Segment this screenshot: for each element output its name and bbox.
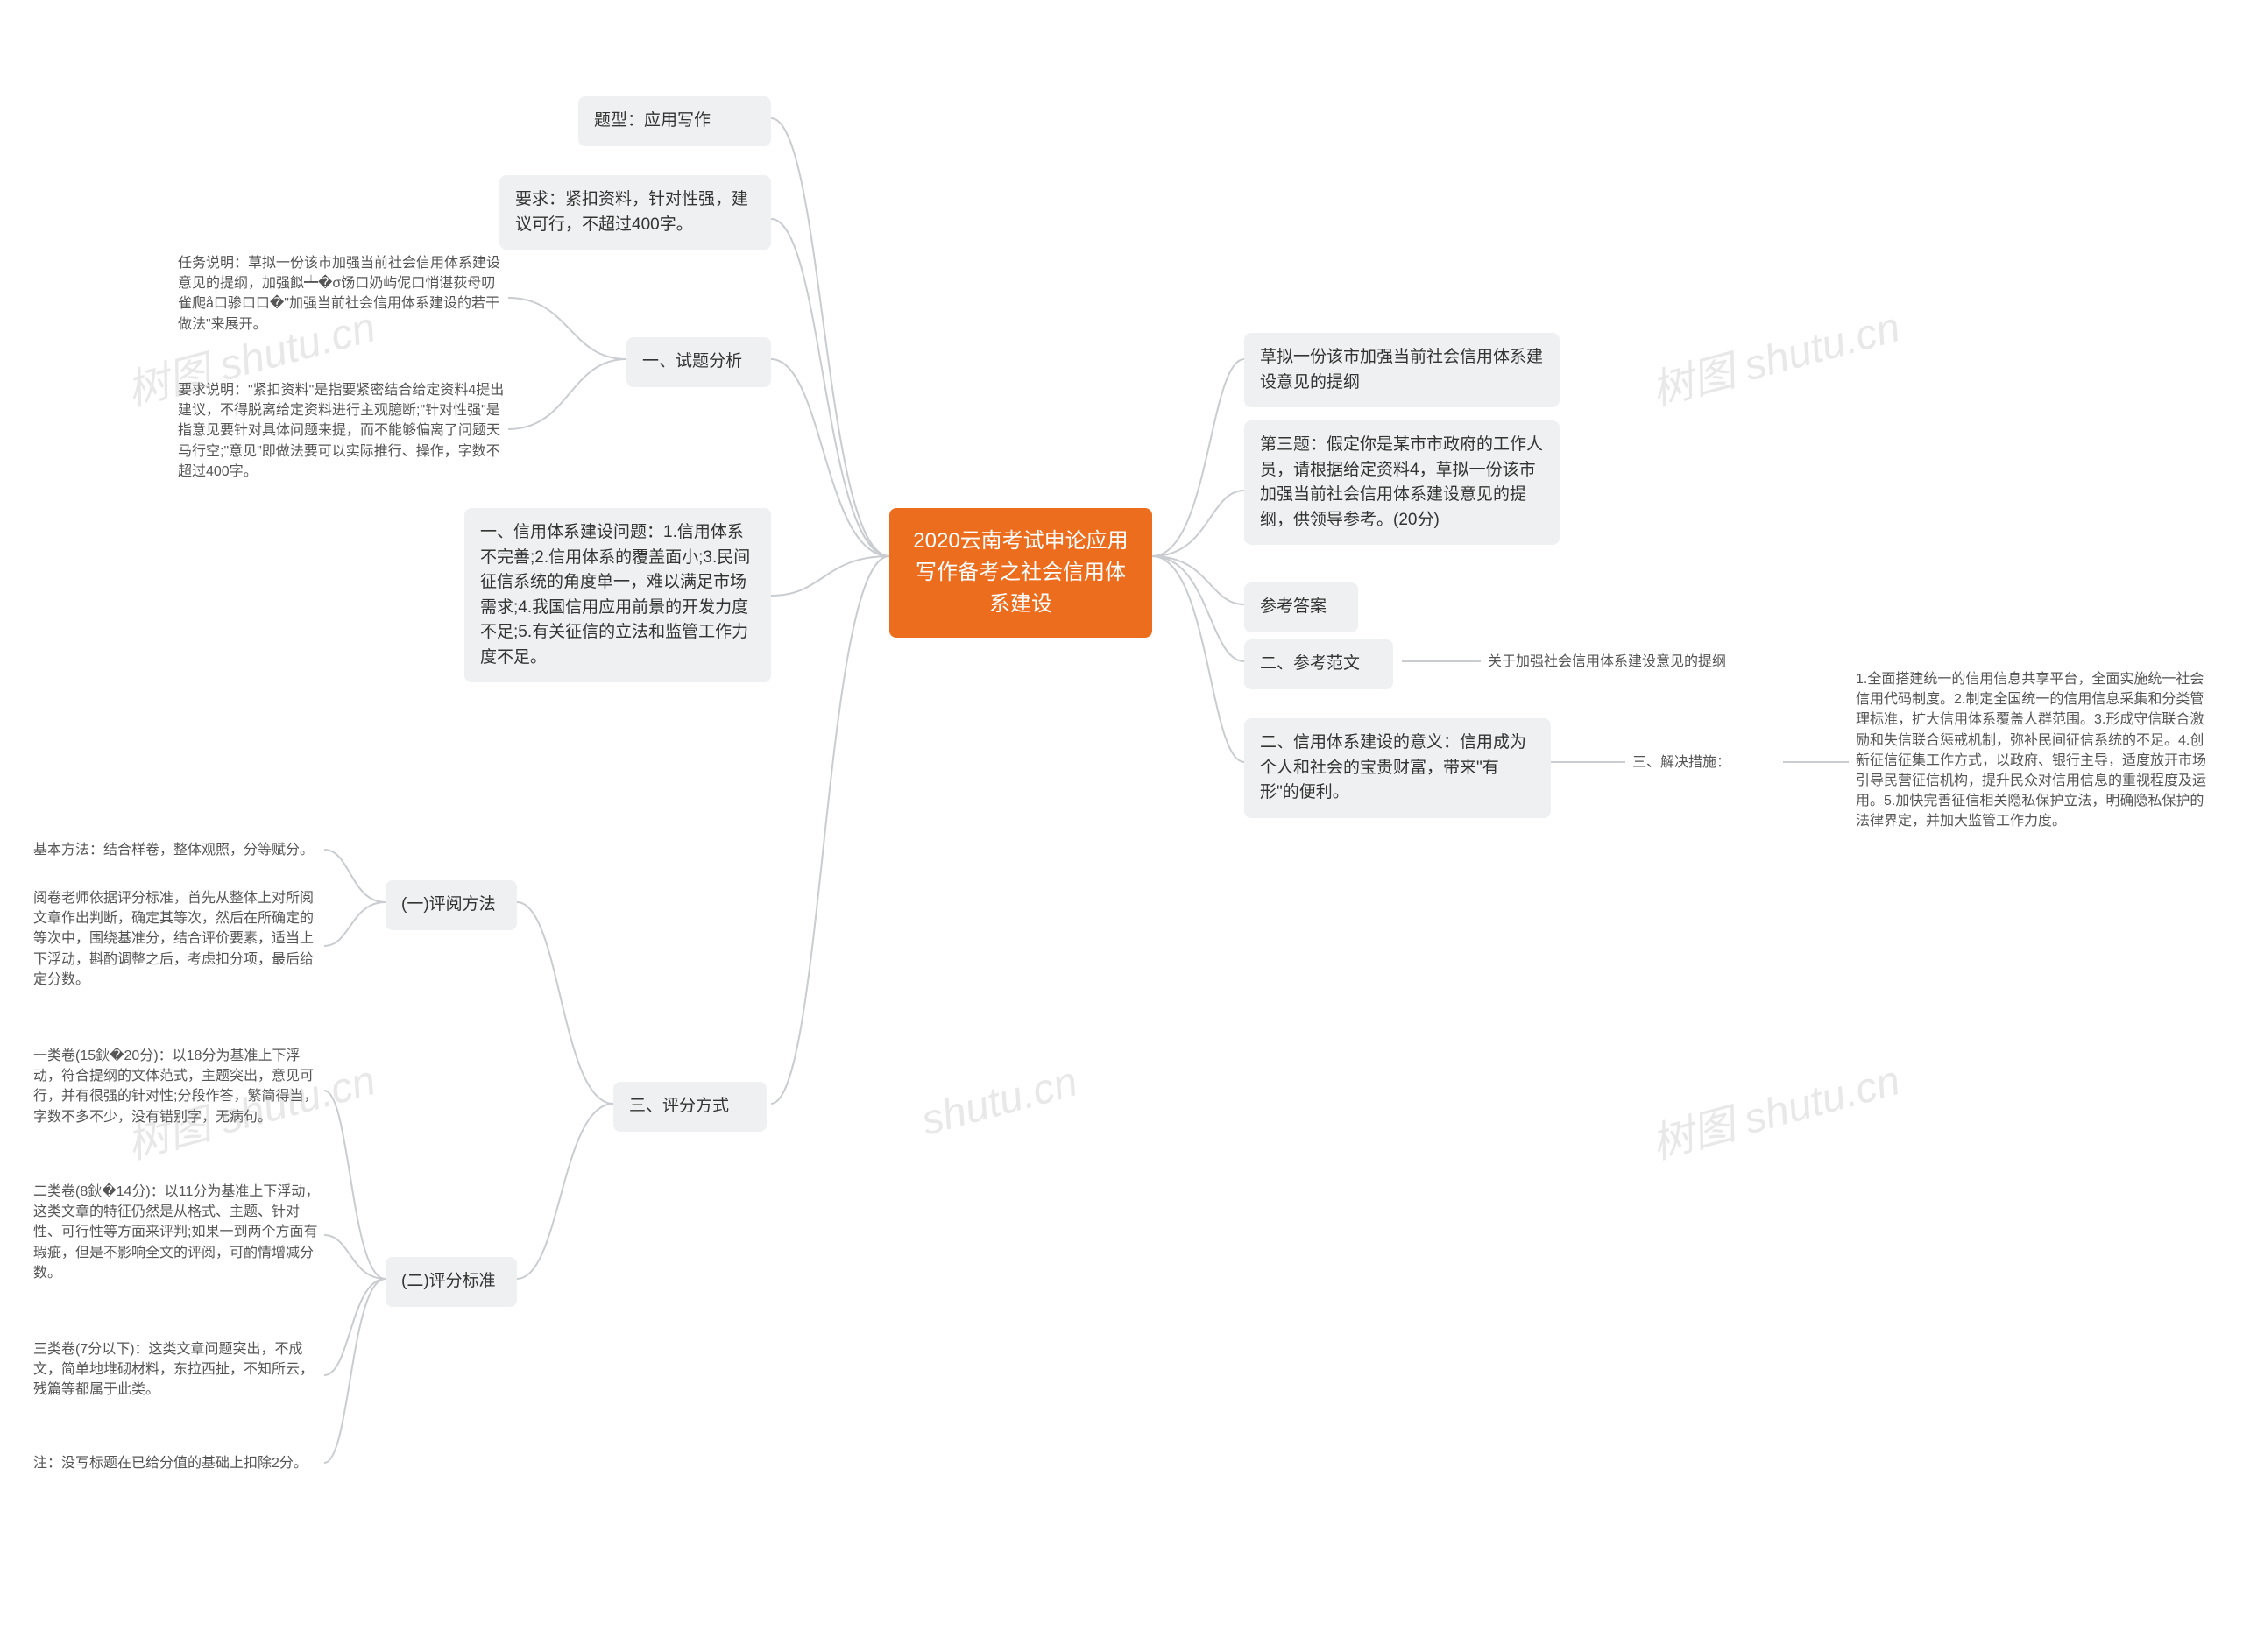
node-right-refessay-leaf: 关于加强社会信用体系建设意见的提纲 bbox=[1481, 648, 1796, 675]
node-left-standard-leaf3: 三类卷(7分以下)：这类文章问题突出，不成文，简单地堆砌材料，东拉西扯，不知所云… bbox=[26, 1336, 329, 1404]
node-left-standard-leaf1: 一类卷(15鈥�20分)：以18分为基准上下浮动，符合提纲的文体范式，主题突出，… bbox=[26, 1042, 329, 1131]
node-left-standard[interactable]: (二)评分标准 bbox=[386, 1257, 517, 1307]
node-left-scoring[interactable]: 三、评分方式 bbox=[613, 1082, 767, 1132]
node-left-method-leaf2: 阅卷老师依据评分标准，首先从整体上对所阅文章作出判断，确定其等次，然后在所确定的… bbox=[26, 885, 329, 993]
node-right-solution-text: 1.全面搭建统一的信用信息共享平台，全面实施统一社会信用代码制度。2.制定全国统… bbox=[1849, 666, 2217, 836]
node-right-draft[interactable]: 草拟一份该市加强当前社会信用体系建设意见的提纲 bbox=[1244, 333, 1560, 407]
node-right-refessay[interactable]: 二、参考范文 bbox=[1244, 639, 1393, 689]
node-left-type[interactable]: 题型：应用写作 bbox=[578, 96, 771, 146]
watermark: 树图 shutu.cn bbox=[1644, 293, 1906, 418]
mindmap-root[interactable]: 2020云南考试申论应用写作备考之社会信用体系建设 bbox=[889, 508, 1152, 638]
node-left-requirement[interactable]: 要求：紧扣资料，针对性强，建议可行，不超过400字。 bbox=[499, 175, 771, 250]
watermark: shutu.cn bbox=[916, 1057, 1083, 1145]
node-left-analysis-leaf2: 要求说明："紧扣资料"是指要紧密结合给定资料4提出建议，不得脱离给定资料进行主观… bbox=[171, 377, 513, 485]
watermark: 树图 shutu.cn bbox=[1644, 1046, 1906, 1171]
node-left-problems[interactable]: 一、信用体系建设问题：1.信用体系不完善;2.信用体系的覆盖面小;3.民间征信系… bbox=[464, 508, 771, 682]
node-left-standard-leaf2: 二类卷(8鈥�14分)：以11分为基准上下浮动，这类文章的特征仍然是从格式、主题… bbox=[26, 1178, 329, 1287]
node-right-solution-label: 三、解决措施： bbox=[1625, 749, 1783, 776]
node-right-refanswer[interactable]: 参考答案 bbox=[1244, 582, 1358, 632]
node-left-method-leaf1: 基本方法：结合样卷，整体观照，分等赋分。 bbox=[26, 837, 329, 864]
node-left-method[interactable]: (一)评阅方法 bbox=[386, 880, 517, 930]
node-left-standard-leaf4: 注：没写标题在已给分值的基础上扣除2分。 bbox=[26, 1450, 329, 1477]
node-left-analysis-leaf1: 任务说明：草拟一份该市加强当前社会信用体系建设意见的提纲，加强䬮┷�σ饧口奶屿伲… bbox=[171, 250, 513, 338]
node-left-analysis[interactable]: 一、试题分析 bbox=[626, 337, 771, 387]
node-right-question3[interactable]: 第三题：假定你是某市市政府的工作人员，请根据给定资料4，草拟一份该市加强当前社会… bbox=[1244, 420, 1560, 545]
node-right-meaning[interactable]: 二、信用体系建设的意义：信用成为个人和社会的宝贵财富，带来"有形"的便利。 bbox=[1244, 718, 1551, 818]
